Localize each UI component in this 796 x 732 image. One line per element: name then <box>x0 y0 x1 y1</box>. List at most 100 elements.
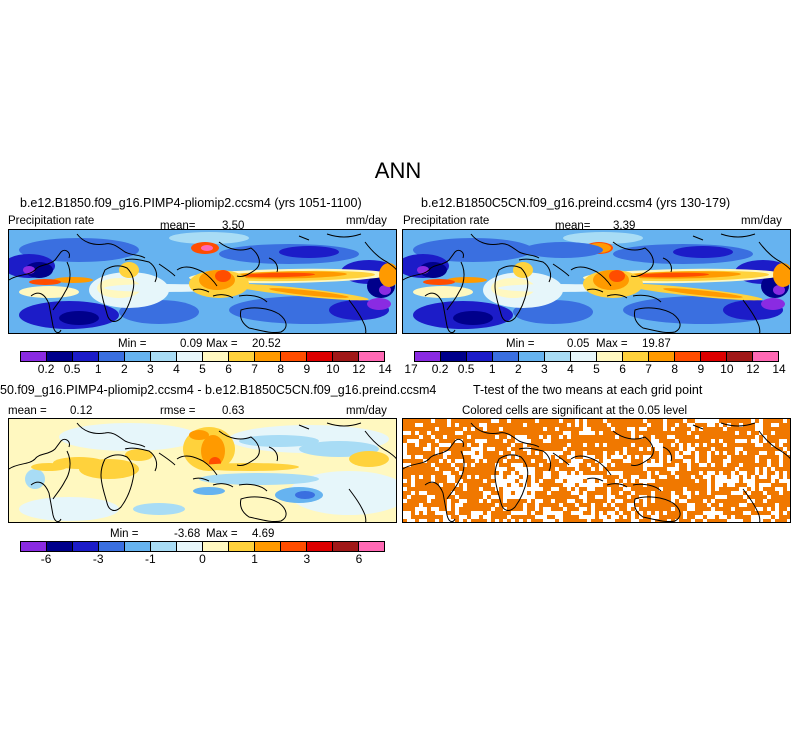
significant-cell <box>563 435 567 439</box>
significant-cell <box>627 515 631 519</box>
significant-cell <box>627 511 631 515</box>
significant-cell <box>599 423 603 427</box>
significant-cell <box>607 451 611 455</box>
significant-cell <box>559 491 563 495</box>
significant-cell <box>599 455 603 459</box>
coastlines <box>403 233 790 333</box>
significant-cell <box>723 499 727 503</box>
significant-cell <box>435 499 439 503</box>
significant-cell <box>727 447 731 451</box>
significant-cell <box>543 483 547 487</box>
significant-cell <box>703 439 707 443</box>
colorbar-swatch <box>727 352 753 361</box>
significant-cell <box>619 467 623 471</box>
colorbar-tick-label: 7 <box>251 362 258 376</box>
significant-cell <box>567 471 571 475</box>
significant-cell <box>595 419 599 423</box>
significant-cell <box>511 419 515 423</box>
significant-cell <box>751 511 755 515</box>
significant-cell <box>787 463 790 467</box>
significant-cell <box>459 467 463 471</box>
significant-cell <box>655 455 659 459</box>
significant-cell <box>631 467 635 471</box>
significant-cell <box>491 431 495 435</box>
significant-cell <box>595 503 599 507</box>
significant-cell <box>563 443 567 447</box>
significant-cell <box>647 451 651 455</box>
colorbar-swatch <box>571 352 597 361</box>
significant-cell <box>779 499 783 503</box>
significant-cell <box>767 427 771 431</box>
coastline-path <box>100 454 135 511</box>
significant-cell <box>491 515 495 519</box>
significant-cell <box>507 507 511 511</box>
colorbar-tick-label: 5 <box>593 362 600 376</box>
significant-cell <box>427 419 431 423</box>
significant-cell <box>515 419 519 423</box>
significant-cell <box>739 419 743 423</box>
significant-cell <box>747 503 751 507</box>
significant-cell <box>743 427 747 431</box>
significant-cell <box>639 499 643 503</box>
significant-cell <box>591 423 595 427</box>
panel2-min-label: Min = <box>506 338 535 350</box>
significant-cell <box>419 439 423 443</box>
significant-cell <box>415 503 419 507</box>
significant-cell <box>563 495 567 499</box>
significant-cell <box>779 519 783 522</box>
significant-cell <box>435 455 439 459</box>
significant-cell <box>695 467 699 471</box>
significant-cell <box>591 519 595 522</box>
field-contour <box>269 288 349 298</box>
coastline-path <box>494 454 529 511</box>
significant-cell <box>551 483 555 487</box>
significant-cell <box>711 455 715 459</box>
significant-cell <box>679 511 683 515</box>
coastline-path <box>238 294 268 303</box>
significant-cell <box>651 507 655 511</box>
significant-cell <box>507 519 511 522</box>
significant-cell <box>679 423 683 427</box>
significant-cell <box>643 447 647 451</box>
significant-cell <box>663 455 667 459</box>
significant-cell <box>635 423 639 427</box>
significant-cell <box>435 459 439 463</box>
coastline-path <box>30 481 62 522</box>
significant-cell <box>467 463 471 467</box>
colorbar-swatch <box>307 352 333 361</box>
significant-cell <box>403 423 407 427</box>
significant-cell <box>619 515 623 519</box>
significant-cell <box>679 427 683 431</box>
significant-cell <box>451 483 455 487</box>
significant-cell <box>747 439 751 443</box>
significant-cell <box>559 463 563 467</box>
significant-cell <box>551 435 555 439</box>
significant-cell <box>623 467 627 471</box>
significant-cell <box>427 467 431 471</box>
colorbar-tick-label: 3 <box>541 362 548 376</box>
significant-cell <box>659 431 663 435</box>
significant-cell <box>659 439 663 443</box>
significant-cell <box>567 495 571 499</box>
significant-cell <box>683 435 687 439</box>
significant-cell <box>419 451 423 455</box>
significant-cell <box>715 471 719 475</box>
significant-cell <box>659 427 663 431</box>
significant-cell <box>615 475 619 479</box>
field-contour <box>367 298 391 310</box>
significant-cell <box>411 511 415 515</box>
significant-cell <box>651 423 655 427</box>
significant-cell <box>563 519 567 522</box>
significant-cell <box>755 511 759 515</box>
significant-cell <box>463 495 467 499</box>
significant-cell <box>627 475 631 479</box>
significant-cell <box>695 439 699 443</box>
significant-cell <box>411 487 415 491</box>
significant-cell <box>595 463 599 467</box>
significant-cell <box>467 515 471 519</box>
significant-cell <box>675 487 679 491</box>
significant-cell <box>467 439 471 443</box>
field-contour <box>25 262 53 278</box>
significant-cell <box>739 475 743 479</box>
significant-cell <box>607 479 611 483</box>
